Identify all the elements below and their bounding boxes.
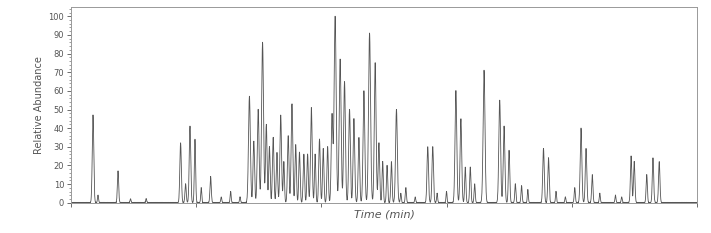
X-axis label: Time (min): Time (min)	[353, 210, 415, 220]
Y-axis label: Relative Abundance: Relative Abundance	[34, 56, 44, 154]
